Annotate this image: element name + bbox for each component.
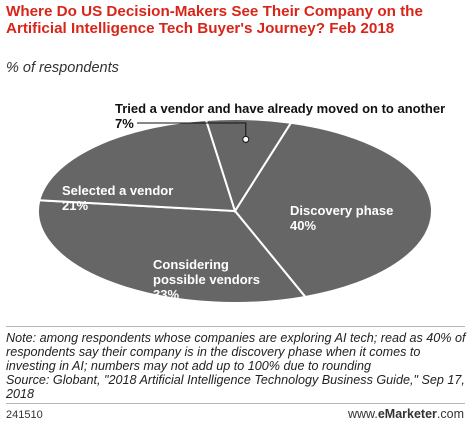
slice-label: Selected a vendor	[62, 183, 173, 198]
brand-suffix: .com	[436, 407, 464, 421]
emarketer-logo[interactable]: www.eMarketer.com	[348, 407, 464, 421]
slice-tried-vendor	[204, 118, 293, 214]
note-text: Note: among respondents whose companies …	[6, 331, 466, 373]
callout-dot	[242, 135, 250, 143]
brand-name: eMarketer	[377, 407, 437, 421]
slice-value-label: 21%	[62, 198, 88, 213]
slice-label: possible vendors	[153, 272, 260, 287]
slice-value-label: 40%	[290, 218, 316, 233]
slice-label: Discovery phase	[290, 203, 393, 218]
source-text: Source: Globant, "2018 Artificial Intell…	[6, 373, 465, 401]
callout-leader-line	[137, 122, 247, 140]
chart-subtitle: % of respondents	[6, 60, 119, 76]
callout-label: Tried a vendor and have already moved on…	[115, 101, 445, 116]
chart-id: 241510	[6, 409, 43, 421]
footnote: Note: among respondents whose companies …	[6, 331, 468, 401]
slice-value-label: 33%	[153, 287, 179, 302]
callout-value-label: 7%	[115, 116, 134, 131]
chart-title: Where Do US Decision-Makers See Their Co…	[6, 3, 423, 37]
brand-prefix: www.	[347, 407, 378, 421]
divider-top	[6, 326, 465, 327]
divider-bottom	[6, 403, 465, 404]
slice-considering-vendors	[37, 199, 308, 304]
slice-discovery-phase	[233, 121, 433, 299]
slice-label: Considering	[153, 257, 229, 272]
